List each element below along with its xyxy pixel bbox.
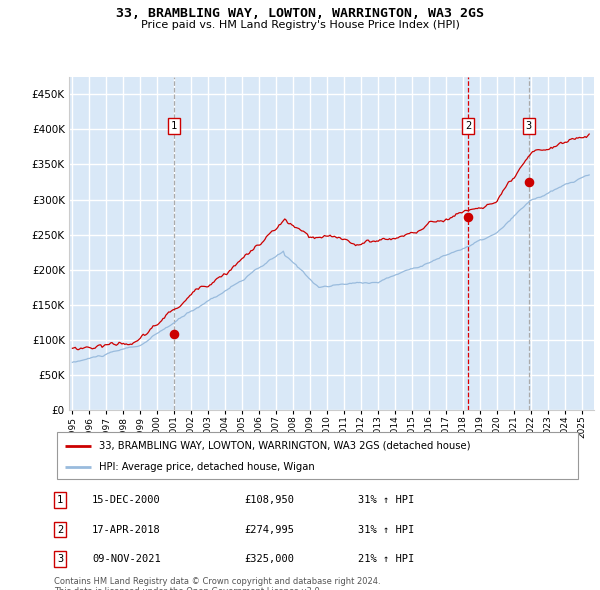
Text: 31% ↑ HPI: 31% ↑ HPI	[358, 525, 414, 535]
Text: Price paid vs. HM Land Registry's House Price Index (HPI): Price paid vs. HM Land Registry's House …	[140, 20, 460, 30]
Text: 33, BRAMBLING WAY, LOWTON, WARRINGTON, WA3 2GS: 33, BRAMBLING WAY, LOWTON, WARRINGTON, W…	[116, 7, 484, 20]
Text: 2: 2	[57, 525, 64, 535]
Text: 09-NOV-2021: 09-NOV-2021	[92, 554, 161, 564]
Text: Contains HM Land Registry data © Crown copyright and database right 2024.
This d: Contains HM Land Registry data © Crown c…	[54, 577, 380, 590]
Text: 3: 3	[57, 554, 64, 564]
Text: 31% ↑ HPI: 31% ↑ HPI	[358, 495, 414, 505]
Text: £274,995: £274,995	[244, 525, 294, 535]
Text: 33, BRAMBLING WAY, LOWTON, WARRINGTON, WA3 2GS (detached house): 33, BRAMBLING WAY, LOWTON, WARRINGTON, W…	[99, 441, 470, 451]
Text: £108,950: £108,950	[244, 495, 294, 505]
Text: 21% ↑ HPI: 21% ↑ HPI	[358, 554, 414, 564]
Text: HPI: Average price, detached house, Wigan: HPI: Average price, detached house, Wiga…	[99, 462, 314, 472]
Text: 1: 1	[57, 495, 64, 505]
Text: 17-APR-2018: 17-APR-2018	[92, 525, 161, 535]
FancyBboxPatch shape	[56, 432, 578, 479]
Text: 2: 2	[465, 121, 471, 131]
Point	[524, 177, 533, 186]
Text: 1: 1	[170, 121, 177, 131]
Text: 15-DEC-2000: 15-DEC-2000	[92, 495, 161, 505]
Point	[169, 329, 178, 338]
Text: £325,000: £325,000	[244, 554, 294, 564]
Point	[463, 212, 473, 222]
Text: 3: 3	[526, 121, 532, 131]
